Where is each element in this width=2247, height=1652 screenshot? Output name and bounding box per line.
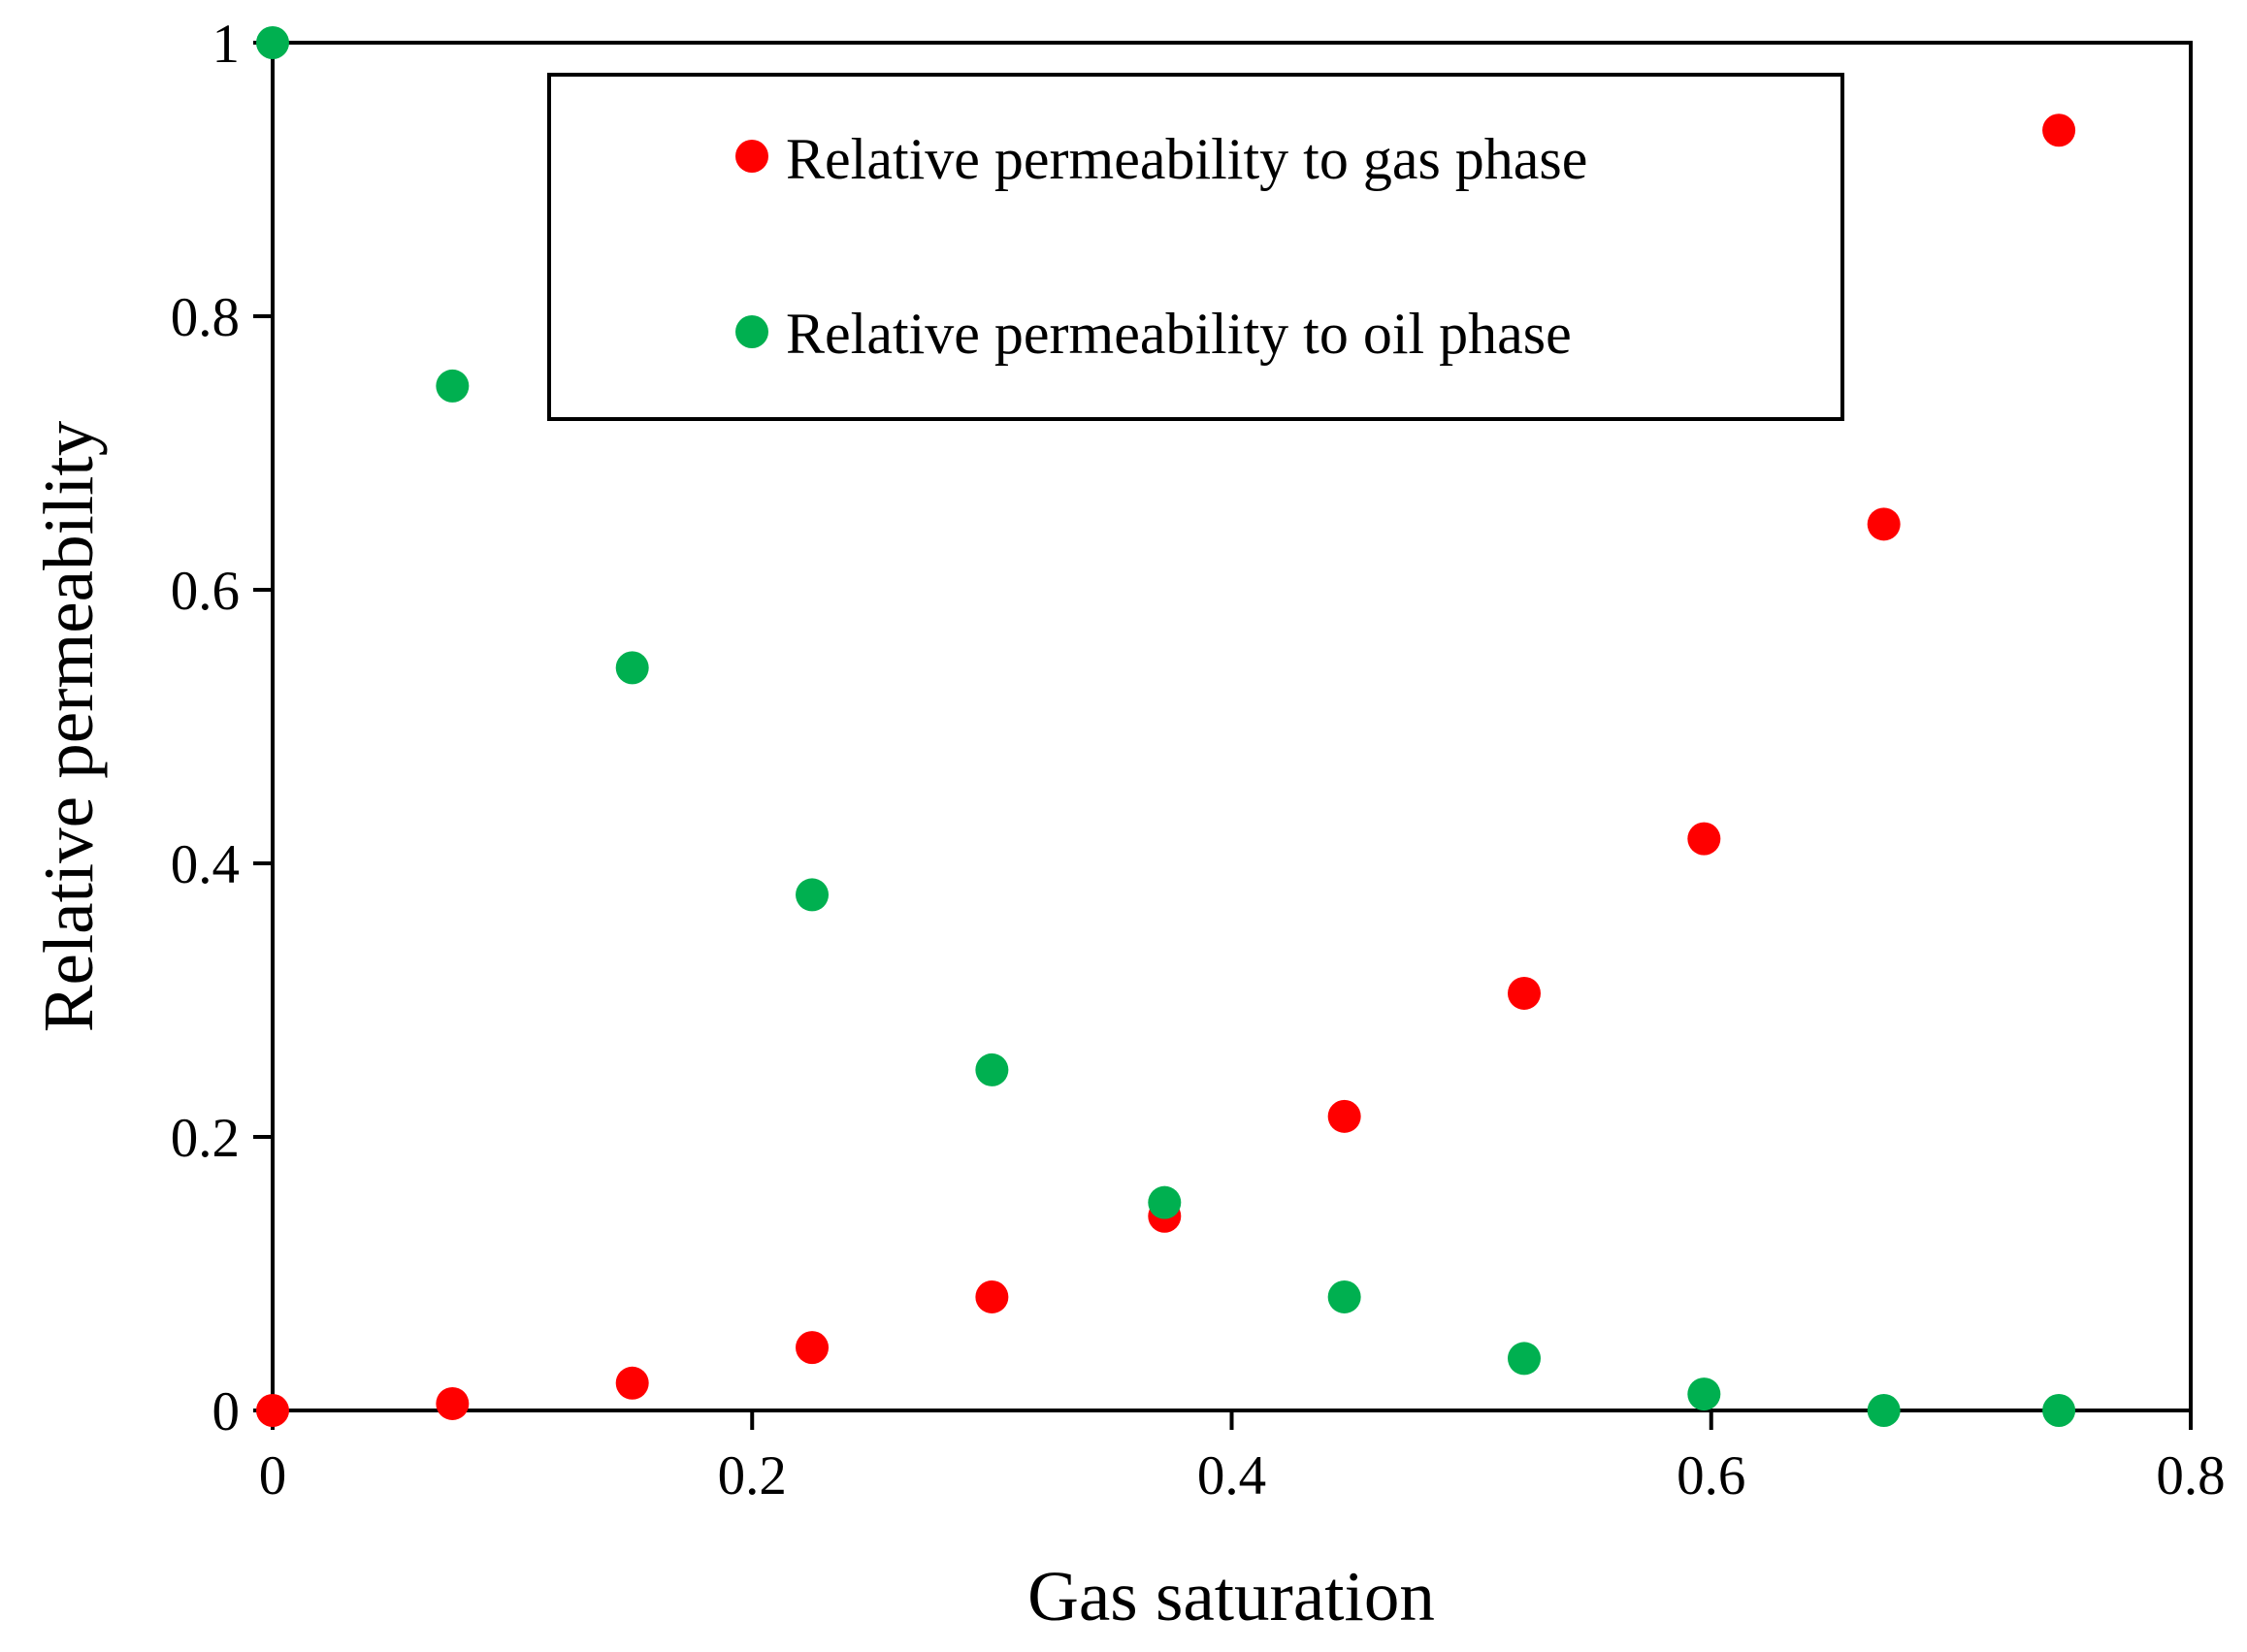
y-tick-label: 0.8 bbox=[171, 287, 240, 348]
point-oil bbox=[436, 369, 470, 403]
point-gas bbox=[796, 1331, 830, 1365]
point-oil bbox=[1687, 1377, 1721, 1411]
y-tick-label: 0.4 bbox=[171, 834, 240, 895]
y-tick-label: 0.6 bbox=[171, 561, 240, 622]
y-tick-label: 0.2 bbox=[171, 1108, 240, 1169]
x-tick-label: 0.2 bbox=[718, 1445, 787, 1506]
x-tick-label: 0.4 bbox=[1197, 1445, 1266, 1506]
point-oil bbox=[2042, 1394, 2076, 1427]
point-oil bbox=[1507, 1342, 1541, 1376]
legend-box bbox=[547, 73, 1844, 421]
x-tick-label: 0.8 bbox=[2156, 1445, 2225, 1506]
point-oil bbox=[1867, 1394, 1901, 1427]
legend: Relative permeability to gas phase Relat… bbox=[547, 73, 1844, 421]
x-axis-title: Gas saturation bbox=[1027, 1557, 1435, 1636]
x-axis-ticks: 0 0.2 0.4 0.6 0.8 bbox=[259, 1410, 2226, 1506]
y-axis-title: Relative permeability bbox=[29, 420, 108, 1032]
y-axis-ticks: 0 0.2 0.4 0.6 0.8 1 bbox=[171, 14, 273, 1442]
y-tick-label: 0 bbox=[212, 1381, 241, 1442]
point-gas bbox=[1327, 1099, 1361, 1133]
point-gas bbox=[615, 1366, 649, 1400]
legend-marker-oil bbox=[735, 315, 768, 348]
legend-label-oil: Relative permeability to oil phase bbox=[786, 302, 1572, 366]
y-tick-label: 1 bbox=[212, 14, 241, 75]
scatter-points bbox=[256, 26, 2076, 1427]
point-oil bbox=[975, 1053, 1009, 1086]
x-tick-label: 0.6 bbox=[1677, 1445, 1745, 1506]
point-gas bbox=[975, 1279, 1009, 1313]
point-gas bbox=[1687, 822, 1721, 856]
point-gas bbox=[1507, 976, 1541, 1010]
point-gas bbox=[2042, 113, 2076, 147]
point-oil bbox=[615, 651, 649, 685]
point-gas bbox=[256, 1394, 289, 1427]
point-gas bbox=[1867, 507, 1901, 541]
point-oil bbox=[796, 878, 830, 912]
legend-marker-gas bbox=[735, 140, 768, 173]
x-tick-label: 0 bbox=[259, 1445, 287, 1506]
point-gas bbox=[436, 1386, 470, 1420]
point-oil bbox=[1148, 1185, 1182, 1219]
legend-label-gas: Relative permeability to gas phase bbox=[786, 127, 1587, 191]
point-oil bbox=[256, 26, 289, 59]
point-oil bbox=[1327, 1279, 1361, 1313]
